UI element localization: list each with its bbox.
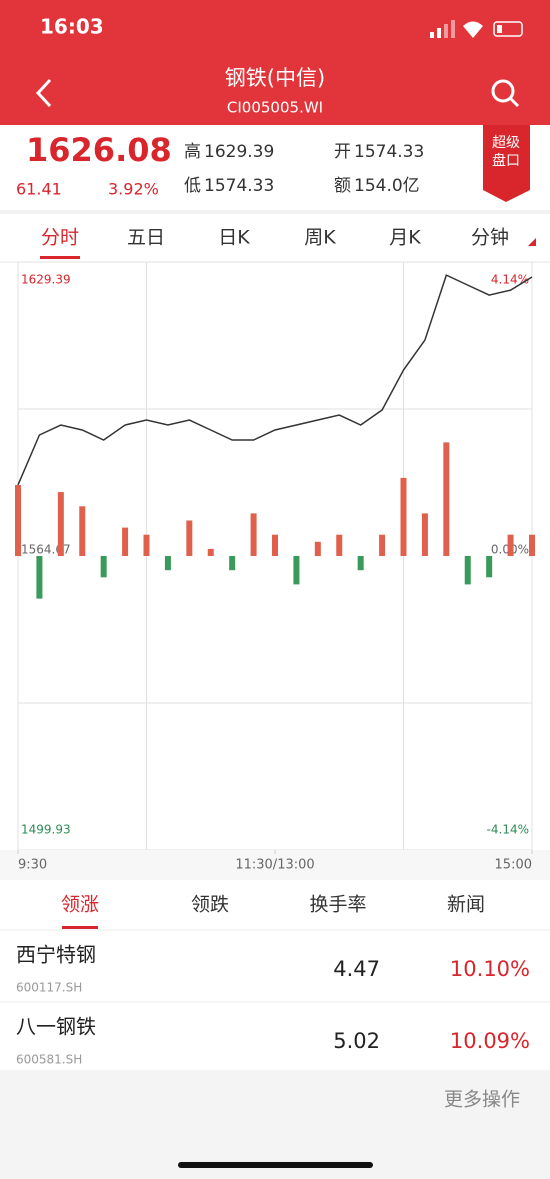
bar [421, 513, 428, 556]
bar [143, 534, 150, 556]
home-indicator [178, 1162, 373, 1168]
bar [250, 513, 257, 556]
chart: 1629.391564.671499.934.14%0.00%-4.14%9:3… [0, 261, 550, 880]
low-label: 低 [184, 176, 201, 196]
status-icons [430, 20, 523, 38]
high-value: 1629.39 [204, 142, 274, 162]
price-line [17, 274, 533, 486]
bar [293, 556, 300, 585]
stock-name[interactable]: 西宁特钢 [16, 943, 96, 967]
open-label: 开 [334, 142, 351, 162]
y2-tick-label: 4.14% [491, 273, 529, 287]
stock-price: 5.02 [333, 1029, 380, 1053]
back-button[interactable] [35, 78, 52, 108]
chart-tab[interactable]: 日K [218, 227, 250, 249]
stock-code: 600581.SH [16, 1053, 82, 1067]
bar [272, 534, 278, 556]
y2-tick-label: -4.14% [487, 823, 529, 837]
bar [57, 492, 64, 556]
more-actions[interactable]: 更多操作 [444, 1089, 520, 1111]
chart-tab[interactable]: 分时 [41, 227, 79, 249]
chart-tab[interactable]: 周K [304, 227, 336, 249]
stock-price: 4.47 [333, 957, 380, 981]
bar [36, 556, 43, 599]
stock-code: 600117.SH [16, 981, 82, 995]
badge-line: 超级 [492, 135, 520, 151]
status-time: 16:03 [40, 15, 104, 39]
x-tick-label: 15:00 [495, 858, 532, 873]
bar [400, 477, 407, 556]
bar [314, 541, 321, 556]
list-tabs-bg [0, 880, 550, 930]
list-tab[interactable]: 新闻 [447, 894, 485, 916]
time-axis-bg [0, 850, 550, 880]
low-value: 1574.33 [204, 176, 274, 196]
bar [164, 556, 171, 571]
bar [186, 520, 193, 556]
change-percent: 3.92% [108, 180, 159, 199]
search-button[interactable] [491, 79, 520, 108]
amount-value: 154.0亿 [354, 176, 420, 196]
list-tab[interactable]: 领涨 [61, 894, 99, 916]
bar [100, 556, 107, 578]
x-tick-label: 9:30 [18, 858, 47, 873]
stock-list: 西宁特钢 600117.SH 4.47 10.10% 八一钢铁 600581.SH 5.02… [0, 943, 550, 1075]
tab-arrow [528, 238, 536, 246]
bar [336, 534, 343, 556]
divider [0, 210, 550, 214]
header-title: 钢铁(中信) [225, 66, 325, 90]
bar [464, 556, 471, 585]
bar [229, 556, 236, 571]
bar [507, 534, 514, 556]
bar [443, 442, 450, 556]
price-change: 61.41 [16, 180, 62, 199]
bar [79, 506, 86, 556]
y-tick-label: 1629.39 [21, 273, 71, 287]
chart-tab[interactable]: 分钟 [471, 227, 509, 249]
x-tick-label: 11:30/13:00 [235, 858, 314, 873]
badge-line: 盘口 [492, 152, 520, 169]
chart-tab[interactable]: 月K [389, 227, 421, 249]
bar [207, 548, 214, 556]
last-price: 1626.08 [26, 131, 172, 169]
stock-name[interactable]: 八一钢铁 [16, 1015, 96, 1039]
high-label: 高 [184, 142, 201, 162]
y-tick-label: 1499.93 [21, 823, 71, 837]
tab-indicator [40, 256, 80, 259]
list-tab-indicator [62, 926, 98, 929]
amount-label: 额 [334, 176, 351, 196]
bar [379, 534, 386, 556]
chart-tabs: 分时 五日 日K 周K 月K 分钟 [40, 227, 536, 259]
super-depth-badge[interactable]: 超级 盘口 [483, 125, 530, 202]
open-value: 1574.33 [354, 142, 424, 162]
stock-change: 10.09% [450, 1029, 530, 1053]
bar [122, 527, 129, 556]
chart-tab[interactable]: 五日 [127, 227, 165, 249]
stock-change: 10.10% [450, 957, 530, 981]
bar [529, 534, 535, 556]
list-tab[interactable]: 领跌 [191, 894, 229, 916]
footer [0, 1070, 550, 1179]
header-code: CI005005.WI [227, 99, 323, 117]
list-tabs: 领涨 领跌 换手率 新闻 [0, 894, 550, 931]
bar [15, 484, 21, 556]
bar [357, 556, 364, 571]
list-tab[interactable]: 换手率 [309, 894, 366, 916]
app-bar [0, 0, 550, 125]
bar [486, 556, 493, 578]
